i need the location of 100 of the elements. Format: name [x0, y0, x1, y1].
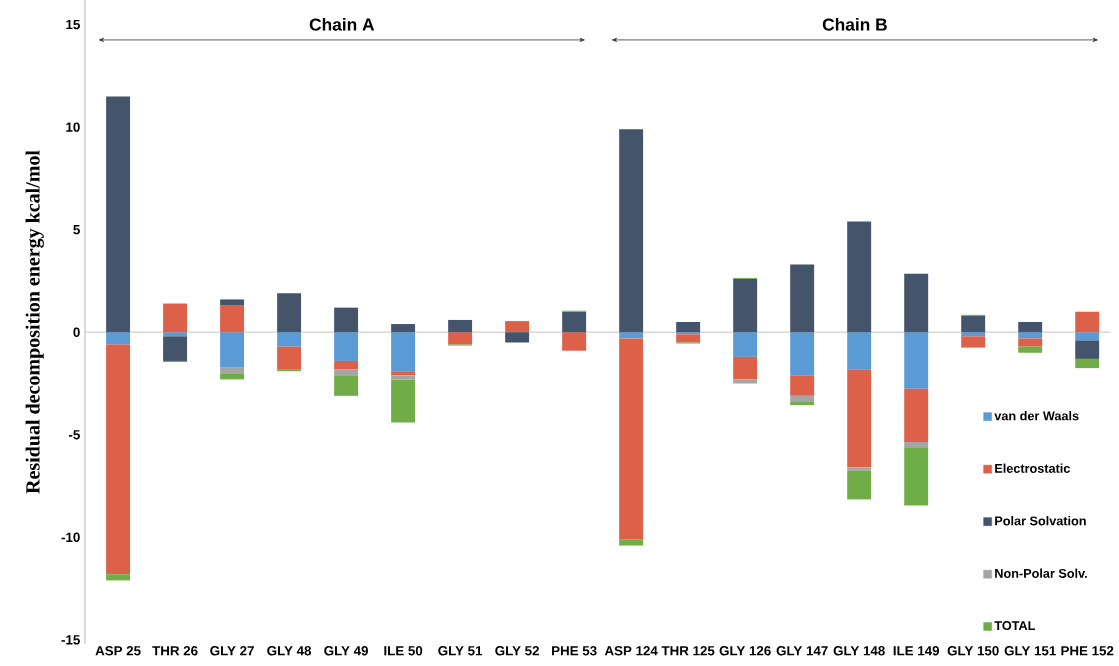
- bar: [961, 315, 986, 333]
- bar: [277, 346, 302, 370]
- bar: [391, 371, 416, 376]
- bar: [334, 307, 359, 333]
- bar: [220, 305, 245, 333]
- x-tick-label: GLY 51: [438, 646, 483, 656]
- bar: [334, 332, 359, 361]
- bar: [391, 379, 416, 423]
- bar: [562, 332, 587, 351]
- bar: [904, 388, 929, 442]
- x-tick-label: GLY 151: [1004, 646, 1056, 656]
- x-tick-label: ILE 149: [893, 646, 940, 656]
- y-tick-label: -10: [61, 532, 80, 543]
- bar: [676, 332, 701, 335]
- bar: [1075, 311, 1100, 333]
- bar: [1018, 338, 1043, 347]
- bar: [619, 539, 644, 546]
- bar: [904, 448, 929, 506]
- bar: [163, 336, 188, 361]
- legend-label: Non-Polar Solv.: [995, 568, 1087, 578]
- x-tick-label: ILE 50: [384, 646, 423, 656]
- bar: [163, 332, 188, 337]
- bar: [790, 375, 815, 396]
- legend-label: Electrostatic: [995, 463, 1070, 473]
- bar: [391, 324, 416, 333]
- bar: [733, 356, 758, 380]
- legend-label: TOTAL: [994, 621, 1036, 631]
- bar: [277, 332, 302, 347]
- bar: [391, 332, 416, 372]
- bar: [790, 332, 815, 376]
- x-tick-label: PHE 53: [552, 646, 597, 656]
- bar: [1075, 332, 1100, 341]
- bar: [448, 332, 473, 345]
- bar: [163, 303, 188, 333]
- bar: [334, 375, 359, 396]
- y-tick-label: 15: [66, 19, 80, 30]
- bar: [904, 441, 929, 449]
- annotation: Chain B: [822, 17, 887, 31]
- x-tick-label: GLY 48: [267, 646, 312, 656]
- bar: [220, 299, 245, 306]
- legend-label: van der Waals: [994, 411, 1079, 421]
- bar: [1075, 340, 1100, 359]
- bar: [220, 367, 245, 374]
- y-tick-label: 10: [66, 122, 80, 132]
- legend-label: Polar Solvation: [995, 516, 1086, 526]
- y-tick-label: 0: [73, 327, 80, 337]
- bar: [220, 373, 245, 380]
- bar: [790, 395, 815, 402]
- x-tick-label: ASP 124: [604, 646, 658, 656]
- bar: [961, 332, 986, 337]
- bar: [790, 264, 815, 333]
- bar: [676, 321, 701, 333]
- bar: [106, 96, 131, 333]
- bar: [106, 332, 131, 345]
- bar: [562, 311, 587, 333]
- x-tick-label: THR 26: [152, 646, 198, 656]
- y-tick-label: -15: [61, 635, 80, 645]
- y-tick-label: -5: [68, 430, 80, 440]
- x-tick-label: GLY 27: [210, 646, 254, 656]
- y-tick-label: 5: [73, 225, 80, 235]
- x-tick-label: GLY 52: [495, 646, 539, 656]
- bar: [904, 273, 929, 333]
- bar: [1018, 321, 1043, 333]
- bar: [847, 221, 872, 333]
- bar: [790, 401, 815, 406]
- bar: [220, 332, 245, 368]
- x-tick-label: GLY 49: [324, 646, 368, 656]
- x-tick-label: GLY 150: [947, 646, 999, 656]
- bar: [1018, 332, 1043, 339]
- bar: [334, 360, 359, 370]
- y-axis-title: Residual decomposition energy kcal/mol: [25, 150, 44, 494]
- bar: [619, 332, 644, 339]
- bar: [1018, 346, 1043, 353]
- bar: [391, 375, 416, 380]
- bar: [448, 319, 473, 333]
- bar: [619, 338, 644, 540]
- annotation: Chain A: [309, 17, 375, 31]
- bar: [733, 278, 758, 333]
- x-tick-label: THR 125: [661, 646, 715, 656]
- x-tick-label: ASP 25: [95, 646, 141, 656]
- bar: [733, 379, 758, 384]
- x-tick-label: GLY 148: [833, 646, 885, 656]
- x-tick-label: GLY 147: [776, 646, 828, 656]
- bar: [676, 334, 701, 343]
- bar: [847, 470, 872, 500]
- bar: [334, 369, 359, 376]
- bar: [733, 332, 758, 357]
- bar: [277, 293, 302, 333]
- x-tick-label: PHE 152: [1061, 646, 1114, 656]
- bar: [1075, 358, 1100, 369]
- bar: [961, 336, 986, 348]
- bar: [106, 574, 131, 581]
- bar: [847, 369, 872, 468]
- bar: [277, 369, 302, 372]
- bar: [106, 344, 131, 575]
- bar: [847, 332, 872, 370]
- bar: [847, 467, 872, 471]
- bar: [904, 332, 929, 389]
- bar: [505, 321, 530, 333]
- bar: [619, 129, 644, 333]
